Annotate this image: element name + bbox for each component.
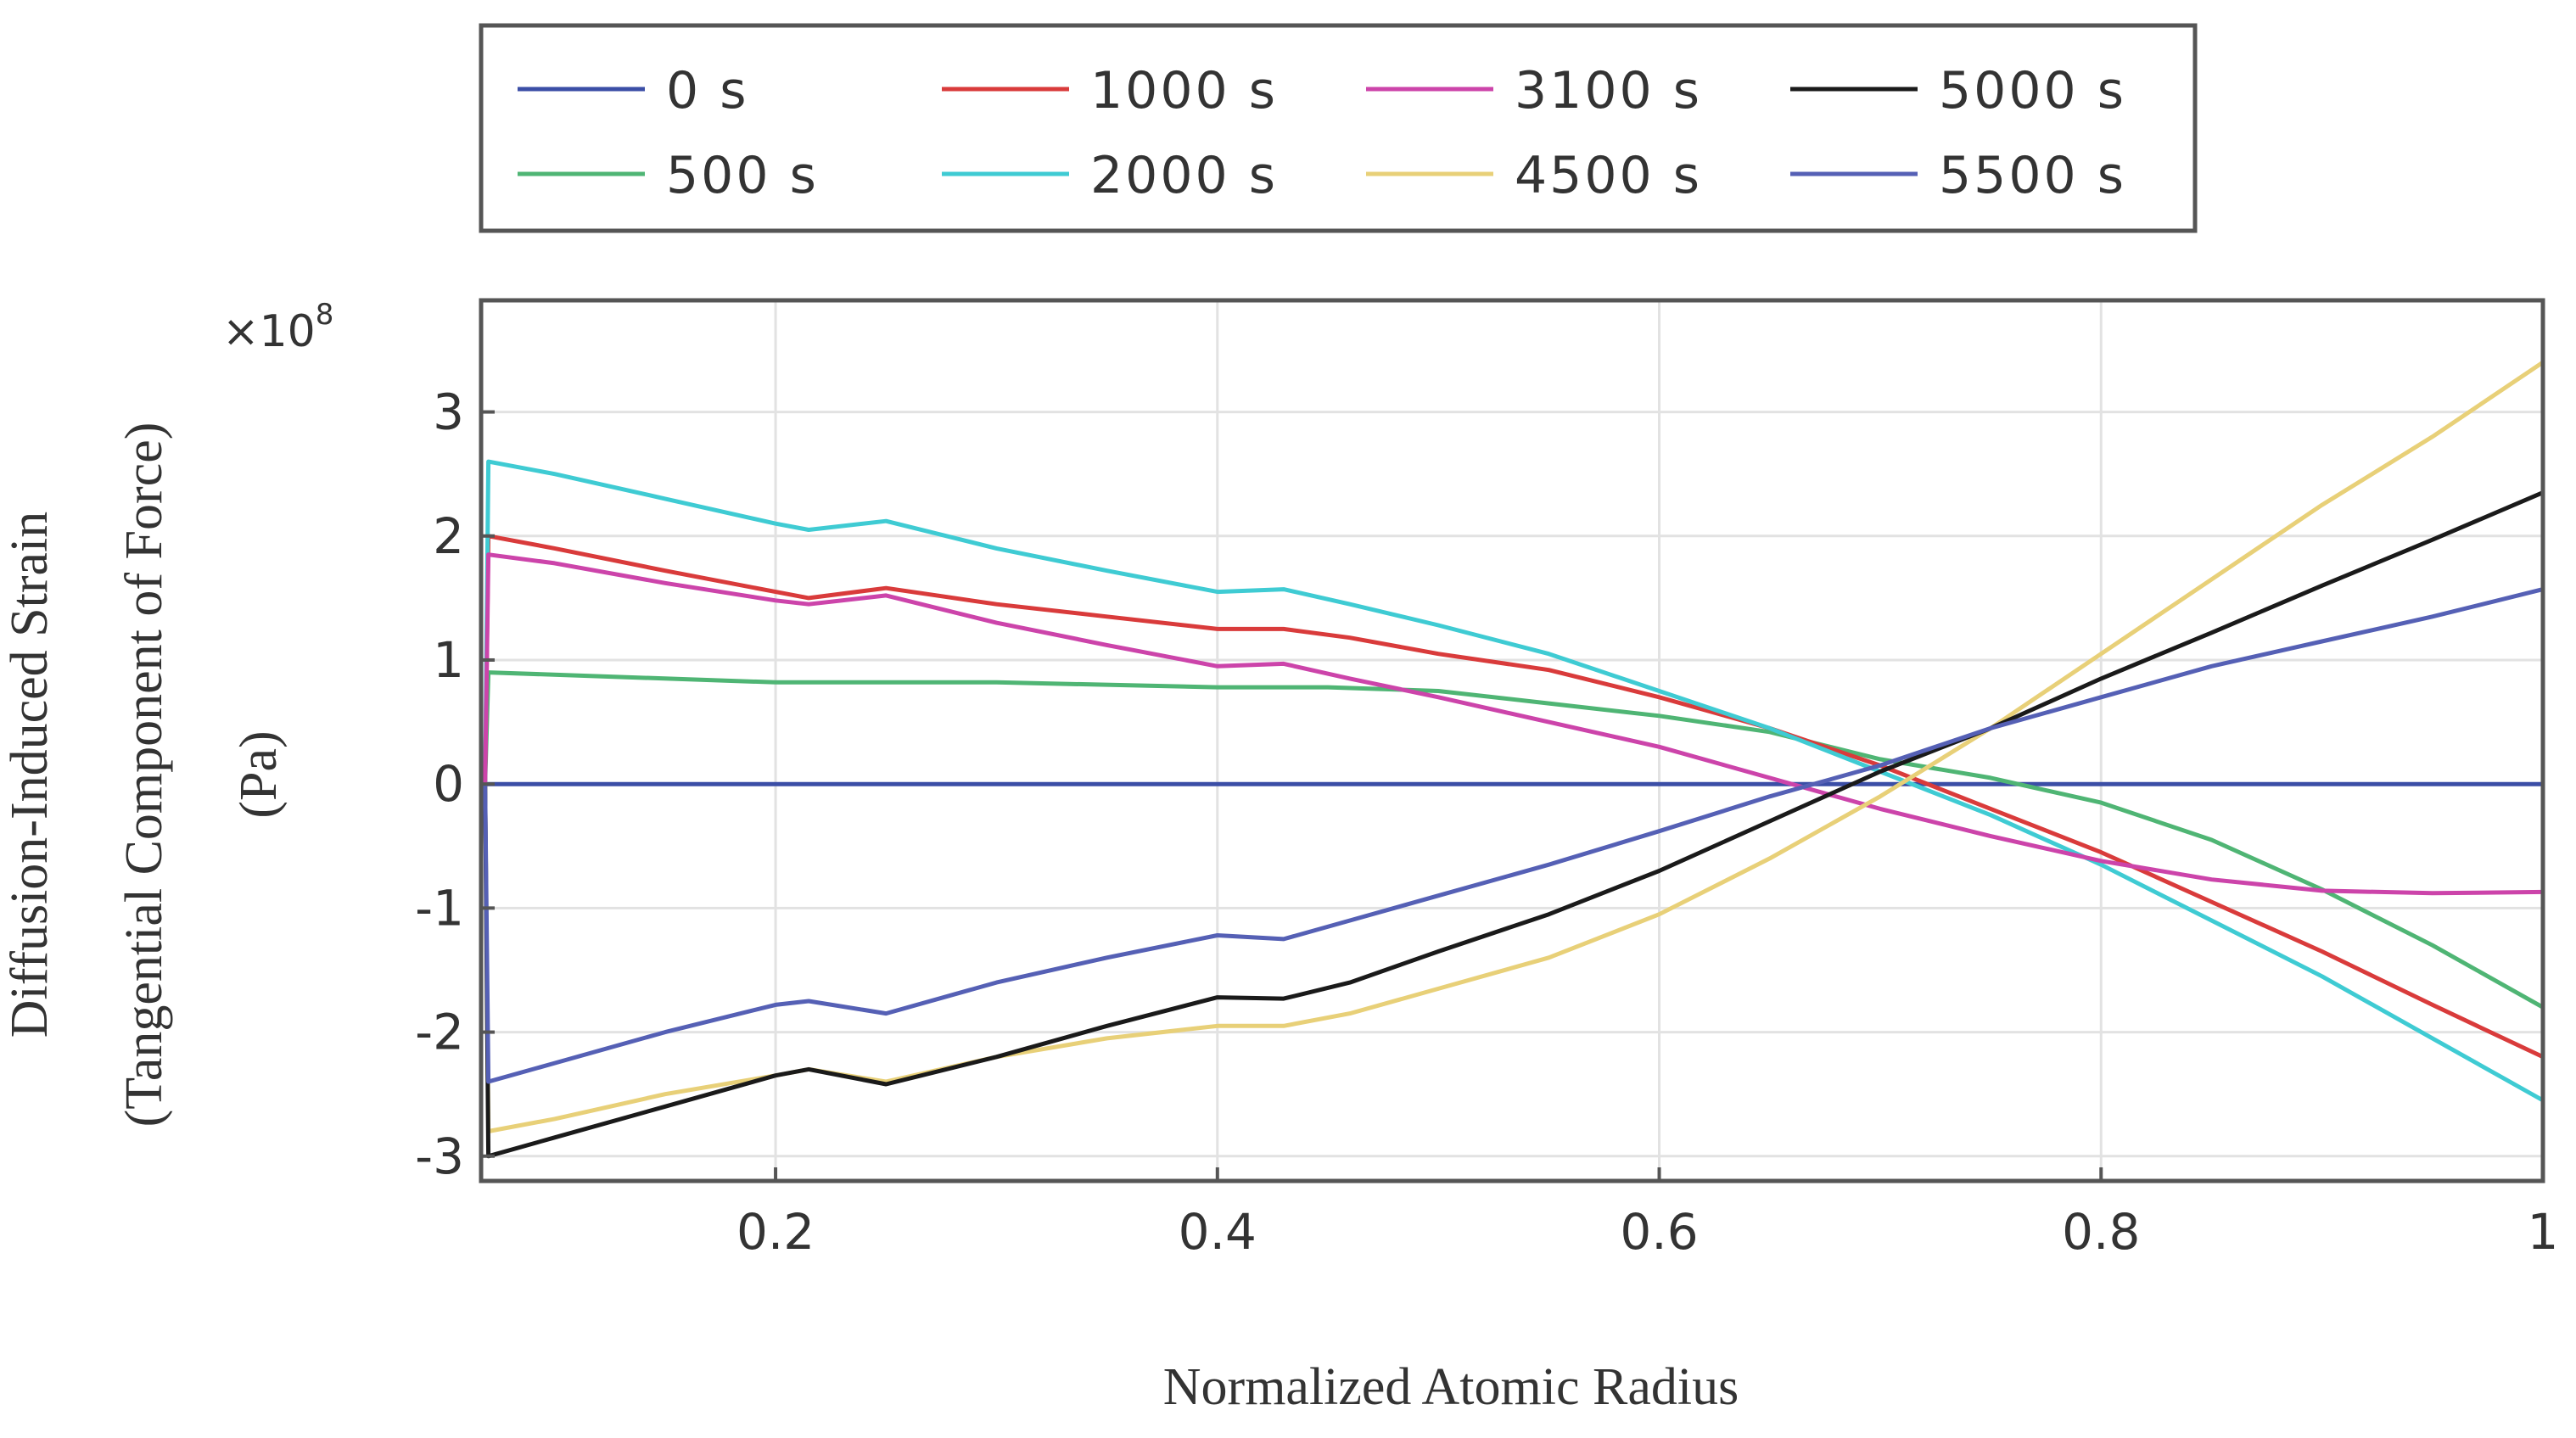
ticks: 0.2 0.4 0.6 0.8 1 -3 -2 -1 0 1 2 3 bbox=[415, 383, 2558, 1261]
series-line-500s bbox=[483, 670, 2545, 1010]
y-axis-title-line: Diffusion-Induced Strain bbox=[1, 512, 59, 1038]
y-axis-title: Diffusion-Induced Strain (Tangential Comp… bbox=[1, 422, 288, 1127]
series-line-5500s bbox=[483, 587, 2544, 1084]
y-tick-label: 1 bbox=[433, 631, 464, 689]
x-axis-title: Normalized Atomic Radius bbox=[1163, 1358, 1739, 1416]
x-tick-label: 1 bbox=[2528, 1203, 2559, 1261]
y-axis-title-line: (Pa) bbox=[230, 730, 288, 818]
legend-label: 5000 s bbox=[1939, 61, 2126, 120]
legend-label: 5500 s bbox=[1939, 146, 2126, 205]
legend-label: 0 s bbox=[666, 61, 749, 120]
legend-box bbox=[479, 23, 2198, 233]
legend-label: 1000 s bbox=[1090, 61, 1278, 120]
legend: 0 s 500 s 1000 s 2000 s 3100 s 4500 s 5000 s 55… bbox=[479, 23, 2198, 233]
y-multiplier-exponent: 8 bbox=[316, 298, 334, 332]
legend-label: 3100 s bbox=[1515, 61, 1702, 120]
y-tick-label: -3 bbox=[415, 1127, 464, 1185]
axis-labels: ×108 Normalized Atomic Radius Diffusion-… bbox=[1, 298, 1739, 1416]
legend-label: 2000 s bbox=[1090, 146, 1278, 205]
y-tick-label: -1 bbox=[415, 879, 464, 937]
legend-label: 500 s bbox=[666, 146, 819, 205]
grid bbox=[481, 300, 2545, 1181]
series-line-4500s bbox=[483, 361, 2545, 1133]
x-tick-label: 0.4 bbox=[1179, 1203, 1257, 1261]
y-multiplier-base: ×10 bbox=[222, 306, 316, 357]
y-tick-label: 3 bbox=[433, 383, 464, 441]
y-axis-title-line: (Tangential Component of Force) bbox=[115, 422, 173, 1127]
series-line-2000s bbox=[483, 459, 2545, 1103]
plot-background bbox=[481, 300, 2543, 1181]
y-axis-multiplier: ×108 bbox=[222, 298, 333, 357]
x-tick-label: 0.2 bbox=[736, 1203, 815, 1261]
y-tick-label: -2 bbox=[415, 1004, 464, 1061]
legend-label: 4500 s bbox=[1515, 146, 1702, 205]
y-tick-label: 0 bbox=[433, 755, 464, 813]
plot-area: 0.2 0.4 0.6 0.8 1 -3 -2 -1 0 1 2 3 bbox=[415, 298, 2558, 1261]
x-tick-label: 0.8 bbox=[2062, 1203, 2140, 1261]
plot-frame bbox=[479, 298, 2545, 1183]
y-tick-label: 2 bbox=[433, 507, 464, 565]
x-tick-label: 0.6 bbox=[1620, 1203, 1698, 1261]
series-lines bbox=[483, 361, 2545, 1159]
series-line-5000s bbox=[483, 490, 2544, 1159]
series-line-3100s bbox=[483, 552, 2544, 896]
